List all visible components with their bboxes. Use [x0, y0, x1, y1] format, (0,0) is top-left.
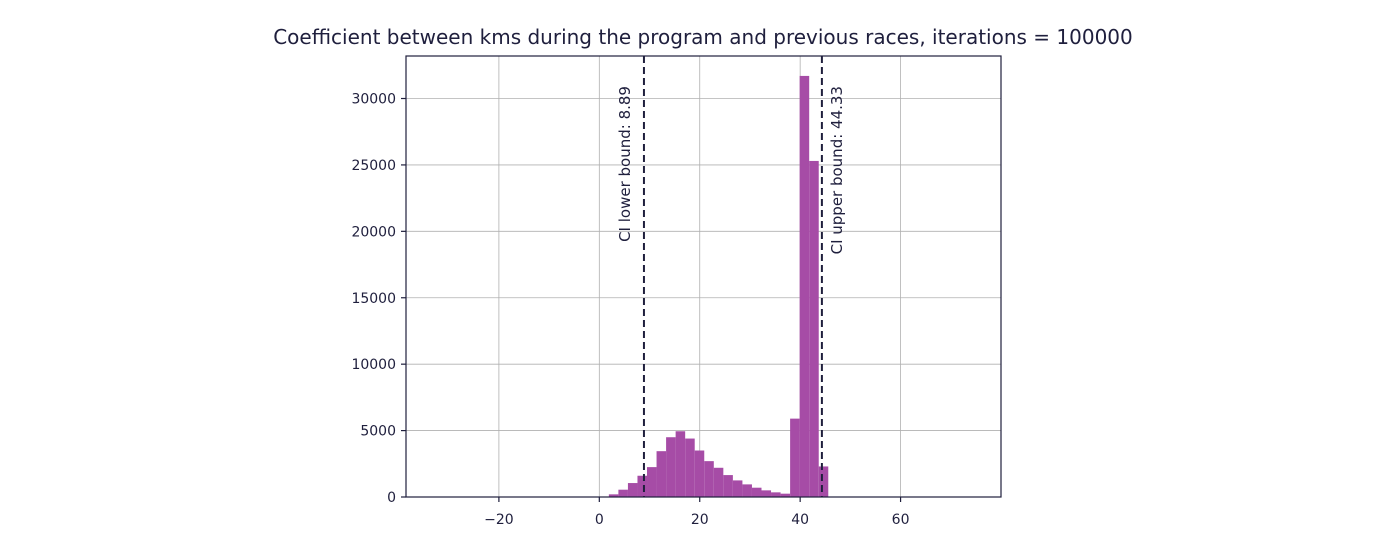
- x-axis-ticks: −20 0 20 40 60: [484, 497, 909, 528]
- histogram-bar: [675, 431, 686, 497]
- histogram-bar: [713, 467, 724, 497]
- histogram-bar: [618, 489, 628, 497]
- histogram-bar: [666, 437, 676, 497]
- y-tick-label: 20000: [351, 224, 396, 240]
- x-tick-label: 20: [691, 512, 709, 528]
- grid-lines: [406, 56, 1001, 498]
- histogram-bar: [751, 487, 762, 497]
- histogram-bar: [742, 484, 752, 497]
- y-axis-ticks: 0 5000 10000 15000 20000 25000 30000: [351, 92, 406, 506]
- histogram-bar: [704, 461, 714, 497]
- histogram-bars: [599, 75, 829, 498]
- histogram-bar: [771, 492, 781, 497]
- ci-bound-lines: CI lower bound: 8.89 CI upper bound: 44.3…: [616, 56, 846, 497]
- x-tick-label: 0: [595, 512, 604, 528]
- y-tick-label: 15000: [351, 291, 396, 307]
- histogram-bar: [694, 450, 705, 497]
- histogram-bar: [723, 475, 733, 497]
- chart-title: Coefficient between kms during the progr…: [273, 25, 1133, 49]
- histogram-bar: [637, 475, 648, 497]
- histogram-bar: [647, 467, 657, 497]
- histogram-bar: [685, 438, 695, 497]
- histogram-bar: [627, 483, 638, 497]
- histogram-bar: [818, 466, 829, 497]
- histogram-bar: [761, 490, 772, 497]
- axes-frame: [405, 55, 1002, 498]
- histogram-bar: [656, 451, 667, 497]
- y-tick-label: 25000: [351, 158, 396, 174]
- y-tick-label: 10000: [351, 357, 396, 373]
- x-tick-label: −20: [484, 512, 514, 528]
- x-tick-label: 60: [892, 512, 910, 528]
- y-tick-label: 30000: [351, 92, 396, 108]
- y-tick-label: 0: [387, 490, 396, 506]
- histogram-bar: [732, 480, 743, 497]
- ci-bound-label: CI upper bound: 44.33: [828, 86, 846, 254]
- y-tick-label: 5000: [360, 424, 396, 440]
- histogram-bar: [790, 418, 800, 497]
- ci-bound-label: CI lower bound: 8.89: [616, 86, 634, 242]
- histogram-bar: [608, 494, 619, 497]
- x-tick-label: 40: [791, 512, 809, 528]
- histogram-bar: [799, 75, 810, 498]
- histogram-bar: [780, 493, 791, 497]
- histogram-bar: [809, 160, 819, 497]
